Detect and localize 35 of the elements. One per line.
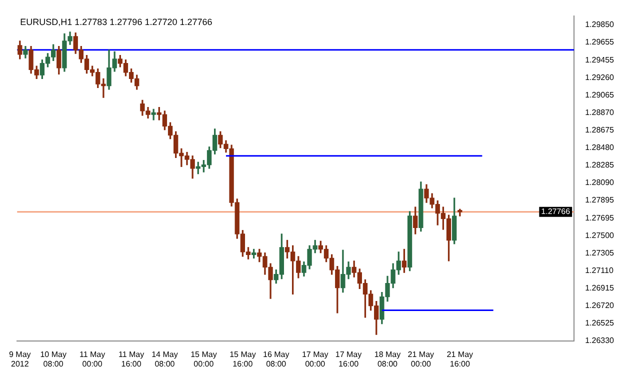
y-tick-label: 1.26720	[585, 300, 615, 310]
x-tick-label: 17 May 16:00	[335, 350, 362, 368]
x-tick-label: 16 May 08:00	[262, 350, 290, 368]
x-tick-label: 10 May 08:00	[40, 350, 66, 368]
y-tick-label: 1.29655	[585, 37, 615, 46]
y-tick-label: 1.27895	[585, 196, 615, 204]
y-tick-label: 1.27695	[585, 213, 615, 222]
x-tick-label: 15 May 16:00	[230, 350, 256, 368]
y-tick-label: 1.28675	[585, 125, 615, 134]
ref-line-label: 1.27766	[541, 207, 571, 216]
y-tick-label: 1.29065	[585, 90, 615, 100]
y-tick-label: 1.26330	[585, 336, 615, 346]
y-tick-label: 1.29850	[585, 20, 615, 29]
y-tick-label: 1.28480	[585, 142, 615, 152]
y-tick-label: 1.28870	[585, 108, 615, 117]
y-tick-label: 1.27305	[585, 248, 615, 258]
y-tick-label: 1.29260	[585, 72, 615, 82]
candlestick	[151, 108, 156, 120]
x-tick-label: 21 May 00:00	[408, 350, 434, 368]
y-tick-label: 1.27110	[585, 266, 614, 275]
x-tick-label: 9 May 2012	[9, 350, 31, 368]
x-tick-label: 11 May 00:00	[79, 350, 106, 368]
y-tick-label: 1.29455	[585, 55, 615, 64]
y-tick-label: 1.27500	[585, 230, 615, 240]
x-tick-label: 21 May 16:00	[446, 350, 474, 368]
y-tick-label: 1.28090	[585, 178, 615, 187]
x-tick-label: 17 May 00:00	[302, 350, 328, 368]
x-tick-label: 18 May 08:00	[374, 350, 401, 368]
y-tick-label: 1.26525	[585, 318, 615, 328]
x-tick-label: 15 May 00:00	[190, 350, 217, 368]
chart-title: EURUSD,H1 1.27783 1.27796 1.27720 1.27766	[20, 16, 212, 27]
x-tick-label: 14 May 08:00	[152, 350, 178, 368]
y-tick-label: 1.28285	[585, 160, 615, 170]
x-tick-label: 11 May 16:00	[118, 350, 144, 368]
y-tick-label: 1.26915	[585, 283, 615, 292]
